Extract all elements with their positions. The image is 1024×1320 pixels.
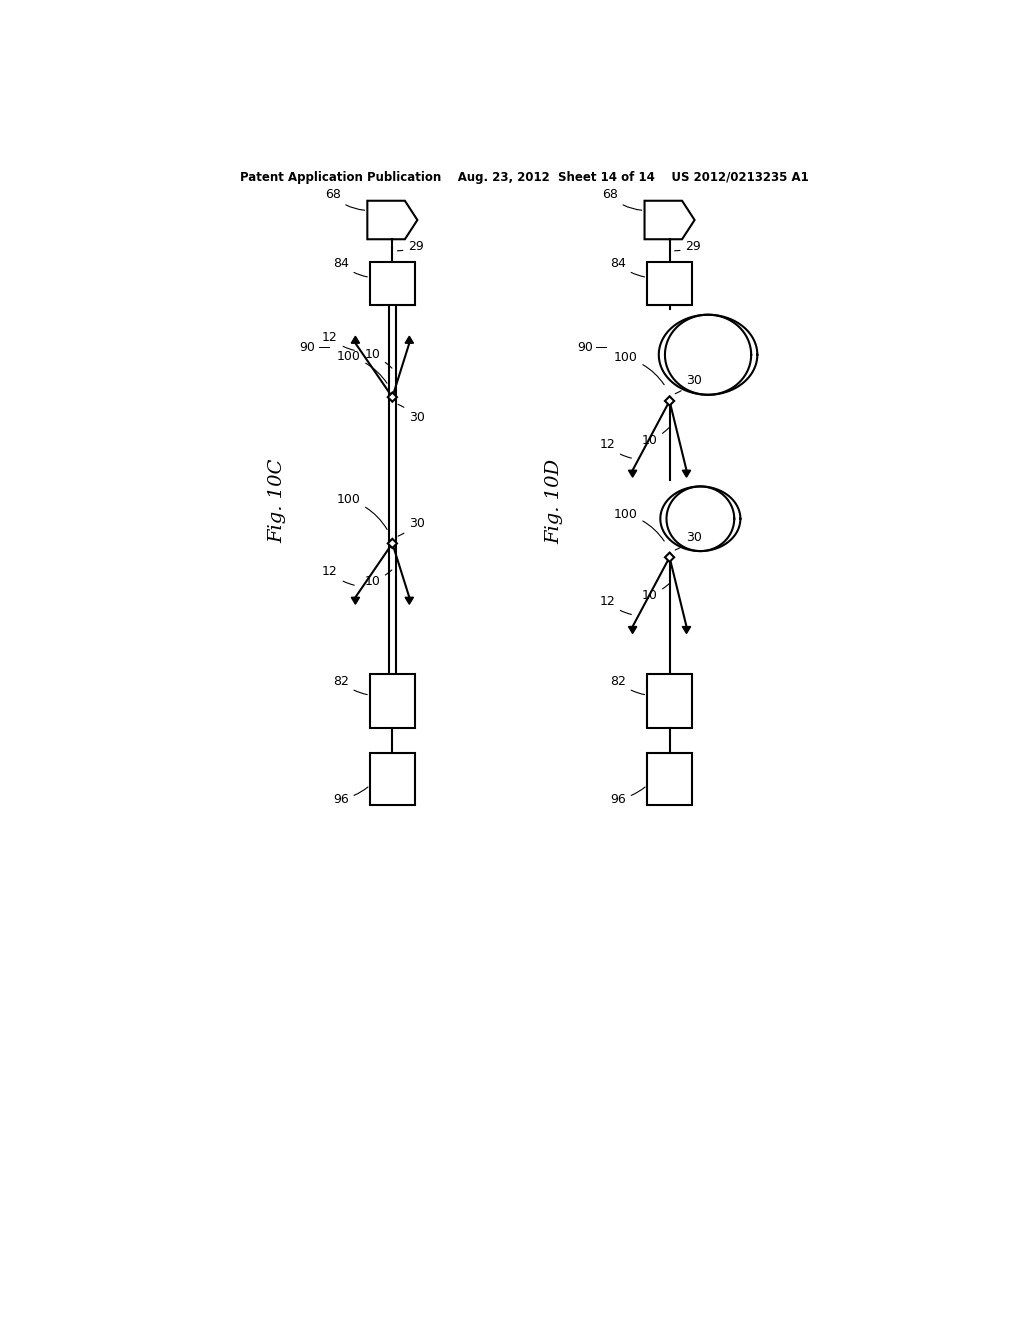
- Text: 84: 84: [610, 257, 644, 277]
- Text: 12: 12: [323, 330, 354, 350]
- Polygon shape: [388, 392, 397, 401]
- Text: 30: 30: [398, 517, 425, 536]
- Text: Patent Application Publication    Aug. 23, 2012  Sheet 14 of 14    US 2012/02132: Patent Application Publication Aug. 23, …: [241, 172, 809, 185]
- Text: 90: 90: [577, 341, 593, 354]
- Text: 10: 10: [642, 428, 669, 447]
- Text: 68: 68: [325, 189, 365, 210]
- Text: 30: 30: [398, 404, 425, 424]
- Text: 12: 12: [323, 565, 354, 585]
- Text: 82: 82: [333, 675, 368, 694]
- Bar: [647, 675, 692, 729]
- Text: 100: 100: [613, 351, 665, 384]
- Polygon shape: [644, 201, 694, 239]
- Text: 68: 68: [602, 189, 642, 210]
- Polygon shape: [388, 539, 397, 548]
- Bar: [370, 675, 415, 729]
- Text: 100: 100: [337, 350, 387, 383]
- Text: 82: 82: [610, 675, 644, 694]
- Text: 100: 100: [337, 492, 387, 529]
- Text: 100: 100: [613, 508, 665, 541]
- Polygon shape: [629, 470, 637, 478]
- Text: 10: 10: [365, 348, 392, 368]
- Bar: [647, 752, 692, 805]
- Polygon shape: [406, 598, 414, 605]
- Text: 10: 10: [642, 583, 669, 602]
- Polygon shape: [368, 201, 418, 239]
- Bar: [647, 263, 692, 305]
- Polygon shape: [351, 337, 359, 343]
- Text: 10: 10: [365, 570, 392, 589]
- Text: Fig. 10D: Fig. 10D: [545, 458, 563, 544]
- Text: 96: 96: [333, 787, 368, 805]
- Text: Fig. 10C: Fig. 10C: [268, 459, 286, 544]
- Polygon shape: [629, 627, 637, 634]
- Text: 96: 96: [610, 787, 645, 805]
- Polygon shape: [665, 396, 674, 405]
- Text: 29: 29: [675, 240, 701, 253]
- Polygon shape: [665, 553, 674, 562]
- Text: 30: 30: [675, 375, 702, 393]
- Bar: [370, 263, 415, 305]
- Polygon shape: [406, 337, 414, 343]
- Text: 29: 29: [397, 240, 424, 253]
- Polygon shape: [682, 470, 690, 478]
- Polygon shape: [351, 598, 359, 605]
- Text: 90: 90: [300, 341, 315, 354]
- Bar: [370, 752, 415, 805]
- Text: 12: 12: [599, 594, 632, 614]
- Text: 30: 30: [675, 531, 702, 550]
- Polygon shape: [682, 627, 690, 634]
- Text: 12: 12: [599, 438, 632, 458]
- Text: 84: 84: [333, 257, 368, 277]
